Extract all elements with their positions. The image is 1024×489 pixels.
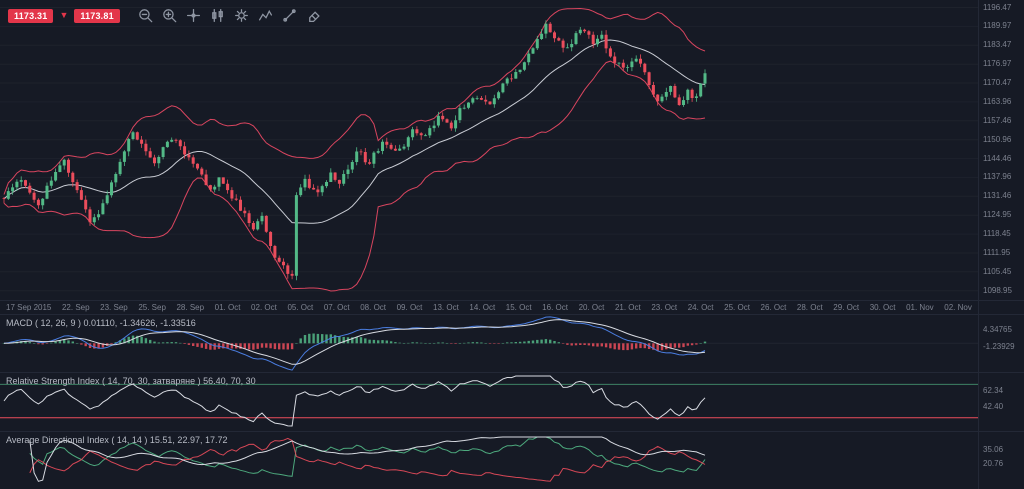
date-axis-label: 26. Oct — [760, 303, 787, 312]
date-axis-label: 25. Sep — [138, 303, 166, 312]
price-axis-label: 1150.96 — [983, 134, 1012, 144]
price-axis-label: 1163.96 — [983, 96, 1012, 106]
rsi-axis[interactable]: 62.34 42.40 — [979, 372, 1024, 431]
price-axis-label: 1098.95 — [983, 285, 1012, 295]
macd-axis[interactable]: 4.34765 -1.23929 — [979, 314, 1024, 372]
indicator-icon[interactable] — [258, 8, 273, 23]
date-axis-label: 25. Oct — [724, 303, 750, 312]
toolbar-icons — [138, 8, 321, 23]
trendline-icon[interactable] — [282, 8, 297, 23]
tick-down-icon: ▼ — [59, 10, 69, 20]
indicator-axis-label: 20.76 — [983, 459, 1004, 469]
date-axis-label: 22. Sep — [61, 303, 90, 312]
candlestick-icon[interactable] — [210, 8, 225, 23]
date-axis-label: 08. Oct — [360, 303, 387, 312]
date-axis-label: 29. Oct — [833, 303, 860, 312]
axis-date-gap — [979, 300, 1024, 314]
price-axis-column[interactable]: 1196.47 1189.97 1183.47 1176.97 1170.47 1163.… — [978, 0, 1024, 489]
indicator-axis-label: -1.23929 — [983, 342, 1015, 352]
price-axis-label: 1196.47 — [983, 2, 1012, 12]
indicator-axis-label: 4.34765 — [983, 324, 1012, 334]
price-axis-label: 1157.46 — [983, 115, 1012, 125]
price-axis-label: 1118.45 — [983, 229, 1011, 239]
settings-gear-icon[interactable] — [234, 8, 249, 23]
date-axis-label: 30. Oct — [869, 303, 896, 312]
price-axis-label: 1124.95 — [983, 210, 1012, 220]
adx-canvas[interactable] — [0, 432, 978, 489]
date-axis-label: 20. Oct — [578, 303, 605, 312]
date-axis-label: 21. Oct — [614, 303, 641, 312]
date-axis-label: 01. Oct — [214, 303, 241, 312]
date-axis-label: 02. Nov — [944, 303, 972, 312]
macd-panel[interactable]: MACD ( 12, 26, 9 ) 0.01110, -1.34626, -1… — [0, 314, 978, 372]
candlestick-canvas[interactable] — [0, 0, 978, 300]
eraser-icon[interactable] — [306, 8, 321, 23]
date-axis-label: 09. Oct — [396, 303, 423, 312]
price-axis[interactable]: 1196.47 1189.97 1183.47 1176.97 1170.47 1163.… — [979, 0, 1024, 300]
indicator-axis-label: 62.34 — [983, 385, 1004, 395]
date-axis-label: 28. Oct — [796, 303, 823, 312]
date-axis-label: 16. Oct — [542, 303, 568, 312]
price-axis-label: 1131.46 — [983, 191, 1012, 201]
date-axis-label: 07. Oct — [323, 303, 350, 312]
price-axis-label: 1170.47 — [983, 78, 1012, 88]
price-axis-label: 1111.95 — [983, 247, 1011, 257]
price-axis-label: 1105.45 — [983, 266, 1012, 276]
chart-column: 1173.31 ▼ 1173.81 — [0, 0, 978, 489]
date-axis-label: 14. Oct — [469, 303, 496, 312]
date-axis-label: 23. Oct — [651, 303, 678, 312]
date-axis-label: 05. Oct — [287, 303, 314, 312]
crosshair-icon[interactable] — [186, 8, 201, 23]
adx-panel[interactable]: Average Directional Index ( 14, 14 ) 15.… — [0, 431, 978, 489]
zoom-out-icon[interactable] — [138, 8, 153, 23]
zoom-in-icon[interactable] — [162, 8, 177, 23]
price-axis-label: 1176.97 — [983, 59, 1012, 69]
rsi-panel[interactable]: Relative Strength Index ( 14, 70, 30, за… — [0, 372, 978, 431]
macd-canvas[interactable] — [0, 315, 978, 372]
indicator-axis-label: 42.40 — [983, 402, 1004, 412]
date-axis-label: 02. Oct — [251, 303, 277, 312]
chart-toolbar: 1173.31 ▼ 1173.81 — [8, 8, 321, 23]
indicator-axis-label: 35.06 — [983, 444, 1004, 454]
date-axis-label: 15. Oct — [505, 303, 532, 312]
price-axis-label: 1144.46 — [983, 153, 1012, 163]
price-axis-label: 1189.97 — [983, 21, 1012, 31]
date-axis-label: 13. Oct — [433, 303, 459, 312]
date-axis-label: 17 Sep 2015 — [6, 303, 52, 312]
date-axis-label: 28. Sep — [176, 303, 205, 312]
rsi-canvas[interactable] — [0, 373, 978, 431]
price-axis-label: 1137.96 — [983, 172, 1012, 182]
date-axis[interactable]: 17 Sep 2015 22. Sep 23. Sep 25. Sep 28. Sep 0… — [0, 300, 978, 314]
date-axis-label: 01. Nov — [906, 303, 934, 312]
ask-price-badge[interactable]: 1173.81 — [74, 8, 120, 23]
date-axis-label: 23. Sep — [100, 303, 128, 312]
date-axis-label: 24. Oct — [687, 303, 714, 312]
bid-price-badge[interactable]: 1173.31 — [8, 8, 54, 23]
main-price-chart[interactable]: 1173.31 ▼ 1173.81 — [0, 0, 978, 300]
price-axis-label: 1183.47 — [983, 40, 1012, 50]
adx-axis[interactable]: 35.06 20.76 — [979, 431, 1024, 489]
